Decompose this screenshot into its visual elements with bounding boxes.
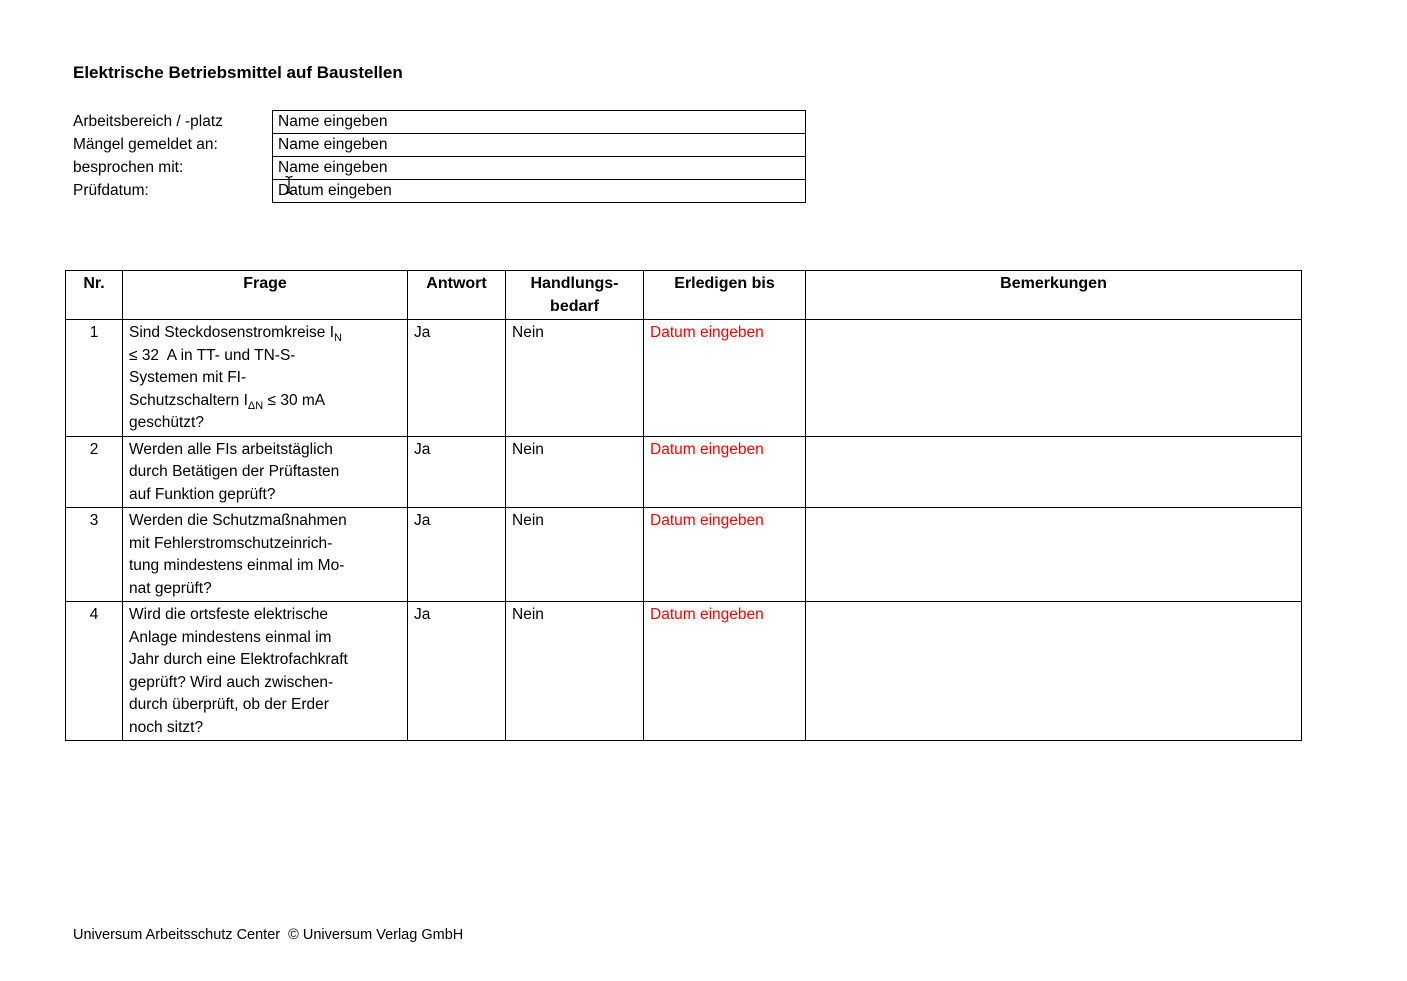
due-date-cell[interactable]: Datum eingeben (643, 435, 806, 508)
col-header-nr: Nr. (65, 270, 123, 320)
checklist-table-body: 1 Sind Steckdosenstromkreise IN ≤ 32 A in… (65, 319, 1302, 741)
col-header-erledigen-bis: Erledigen bis (643, 270, 806, 320)
handlungsbedarf-cell[interactable]: Nein (505, 319, 644, 437)
table-row: 2 Werden alle FIs arbeitstäglich durch Be… (65, 435, 1302, 508)
answer-cell[interactable]: Ja (407, 601, 506, 741)
arbeitsbereich-label: Arbeitsbereich / -platz (73, 113, 223, 130)
answer-cell[interactable]: Ja (407, 319, 506, 437)
arbeitsbereich-field[interactable]: Name eingeben (272, 110, 806, 134)
handlungsbedarf-cell[interactable]: Nein (505, 507, 644, 602)
table-row: 4 Wird die ortsfeste elektrische Anlage m… (65, 601, 1302, 741)
col-header-handlungsbedarf: Handlungs- bedarf (505, 270, 644, 320)
row-number: 1 (65, 319, 123, 437)
checklist-table: Nr. Frage Antwort Handlungs- bedarf Erle… (65, 270, 1302, 741)
question-text: Werden alle FIs arbeitstäglich durch Bet… (122, 435, 408, 508)
header-form: Arbeitsbereich / -platz Name eingeben Mä… (73, 110, 813, 205)
col-header-antwort: Antwort (407, 270, 506, 320)
header-row: Nr. Frage Antwort Handlungs- bedarf Erle… (65, 270, 1302, 320)
due-date-cell[interactable]: Datum eingeben (643, 507, 806, 602)
row-number: 3 (65, 507, 123, 602)
question-text: Wird die ortsfeste elektrische Anlage mi… (122, 601, 408, 741)
remarks-cell[interactable] (805, 507, 1302, 602)
row-number: 2 (65, 435, 123, 508)
remarks-cell[interactable] (805, 435, 1302, 508)
page-title: Elektrische Betriebsmittel auf Baustelle… (73, 63, 403, 82)
besprochen-mit-label: besprochen mit: (73, 159, 184, 176)
maengel-gemeldet-label: Mängel gemeldet an: (73, 136, 218, 153)
form-row-besprochen-mit: besprochen mit: Name eingeben (73, 156, 806, 180)
col-header-bemerkungen: Bemerkungen (805, 270, 1302, 320)
checklist-table-header: Nr. Frage Antwort Handlungs- bedarf Erle… (65, 270, 1302, 320)
col-header-frage: Frage (122, 270, 408, 320)
maengel-gemeldet-field[interactable]: Name eingeben (272, 133, 806, 157)
footer-credit: Universum Arbeitsschutz Center © Univers… (73, 927, 464, 943)
row-number: 4 (65, 601, 123, 741)
due-date-cell[interactable]: Datum eingeben (643, 319, 806, 437)
form-row-maengel-gemeldet: Mängel gemeldet an: Name eingeben (73, 133, 806, 157)
answer-cell[interactable]: Ja (407, 435, 506, 508)
handlungsbedarf-cell[interactable]: Nein (505, 435, 644, 508)
pruefdatum-field[interactable]: Datum eingeben (272, 179, 806, 203)
answer-cell[interactable]: Ja (407, 507, 506, 602)
besprochen-mit-field[interactable]: Name eingeben (272, 156, 806, 180)
remarks-cell[interactable] (805, 601, 1302, 741)
form-row-arbeitsbereich: Arbeitsbereich / -platz Name eingeben (73, 110, 806, 134)
remarks-cell[interactable] (805, 319, 1302, 437)
table-row: 3 Werden die Schutzmaßnahmen mit Fehlerst… (65, 507, 1302, 602)
question-text: Werden die Schutzmaßnahmen mit Fehlerstr… (122, 507, 408, 602)
form-row-pruefdatum: Prüfdatum: Datum eingeben (73, 179, 806, 203)
table-row: 1 Sind Steckdosenstromkreise IN ≤ 32 A in… (65, 319, 1302, 437)
pruefdatum-label: Prüfdatum: (73, 182, 149, 199)
handlungsbedarf-cell[interactable]: Nein (505, 601, 644, 741)
text-cursor-icon (285, 175, 293, 195)
due-date-cell[interactable]: Datum eingeben (643, 601, 806, 741)
question-text: Sind Steckdosenstromkreise IN ≤ 32 A in … (122, 319, 408, 437)
